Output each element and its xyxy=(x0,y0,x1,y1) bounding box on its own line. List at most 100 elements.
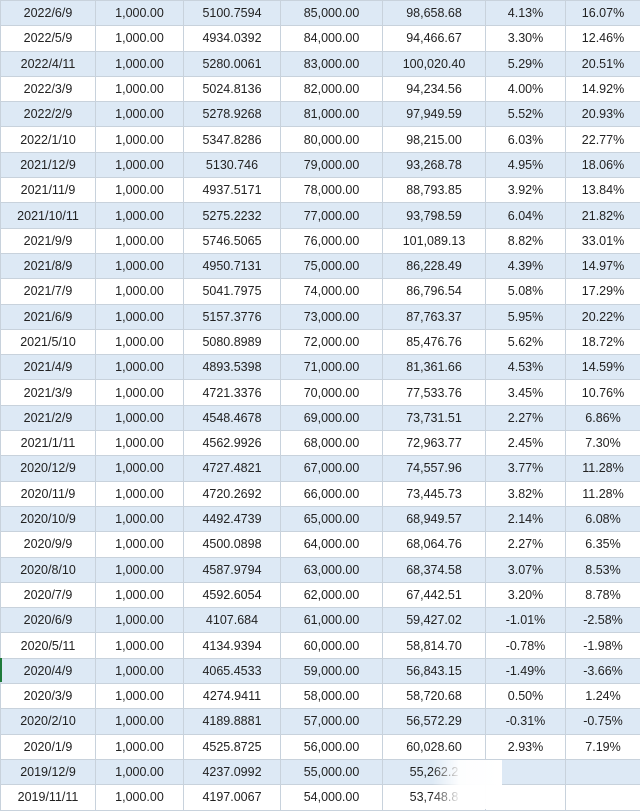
nav-cell[interactable]: 4727.4821 xyxy=(184,456,281,481)
market-value-cell[interactable]: 73,445.73 xyxy=(383,481,486,506)
return-rate-cell[interactable]: 5.95% xyxy=(486,304,566,329)
date-cell[interactable]: 2020/9/9 xyxy=(1,532,96,557)
amount-cell[interactable]: 1,000.00 xyxy=(96,329,184,354)
total-invested-cell[interactable]: 84,000.00 xyxy=(281,26,383,51)
cumulative-return-cell[interactable]: 11.28% xyxy=(566,481,640,506)
total-invested-cell[interactable]: 76,000.00 xyxy=(281,228,383,253)
cumulative-return-cell[interactable]: 8.78% xyxy=(566,582,640,607)
cumulative-return-cell[interactable]: -3.66% xyxy=(566,658,640,683)
cumulative-return-cell[interactable]: 20.93% xyxy=(566,102,640,127)
nav-cell[interactable]: 4720.2692 xyxy=(184,481,281,506)
date-cell[interactable]: 2020/6/9 xyxy=(1,608,96,633)
date-cell[interactable]: 2020/3/9 xyxy=(1,684,96,709)
date-cell[interactable]: 2021/4/9 xyxy=(1,355,96,380)
total-invested-cell[interactable]: 75,000.00 xyxy=(281,253,383,278)
amount-cell[interactable]: 1,000.00 xyxy=(96,203,184,228)
total-invested-cell[interactable]: 68,000.00 xyxy=(281,431,383,456)
total-invested-cell[interactable]: 54,000.00 xyxy=(281,785,383,810)
total-invested-cell[interactable]: 57,000.00 xyxy=(281,709,383,734)
cumulative-return-cell[interactable]: 21.82% xyxy=(566,203,640,228)
date-cell[interactable]: 2021/12/9 xyxy=(1,152,96,177)
total-invested-cell[interactable]: 72,000.00 xyxy=(281,329,383,354)
return-rate-cell[interactable] xyxy=(486,759,566,784)
return-rate-cell[interactable] xyxy=(486,785,566,810)
amount-cell[interactable]: 1,000.00 xyxy=(96,380,184,405)
cumulative-return-cell[interactable]: 33.01% xyxy=(566,228,640,253)
total-invested-cell[interactable]: 78,000.00 xyxy=(281,178,383,203)
return-rate-cell[interactable]: 4.53% xyxy=(486,355,566,380)
cumulative-return-cell[interactable]: 22.77% xyxy=(566,127,640,152)
total-invested-cell[interactable]: 73,000.00 xyxy=(281,304,383,329)
total-invested-cell[interactable]: 56,000.00 xyxy=(281,734,383,759)
nav-cell[interactable]: 4562.9926 xyxy=(184,431,281,456)
return-rate-cell[interactable]: 0.50% xyxy=(486,684,566,709)
market-value-cell[interactable]: 68,374.58 xyxy=(383,557,486,582)
amount-cell[interactable]: 1,000.00 xyxy=(96,51,184,76)
amount-cell[interactable]: 1,000.00 xyxy=(96,152,184,177)
total-invested-cell[interactable]: 62,000.00 xyxy=(281,582,383,607)
date-cell[interactable]: 2021/8/9 xyxy=(1,253,96,278)
market-value-cell[interactable]: 73,731.51 xyxy=(383,405,486,430)
total-invested-cell[interactable]: 58,000.00 xyxy=(281,684,383,709)
date-cell[interactable]: 2022/5/9 xyxy=(1,26,96,51)
nav-cell[interactable]: 4065.4533 xyxy=(184,658,281,683)
nav-cell[interactable]: 4592.6054 xyxy=(184,582,281,607)
market-value-cell[interactable]: 81,361.66 xyxy=(383,355,486,380)
total-invested-cell[interactable]: 77,000.00 xyxy=(281,203,383,228)
total-invested-cell[interactable]: 81,000.00 xyxy=(281,102,383,127)
return-rate-cell[interactable]: 4.95% xyxy=(486,152,566,177)
total-invested-cell[interactable]: 61,000.00 xyxy=(281,608,383,633)
nav-cell[interactable]: 4934.0392 xyxy=(184,26,281,51)
total-invested-cell[interactable]: 71,000.00 xyxy=(281,355,383,380)
market-value-cell[interactable]: 93,268.78 xyxy=(383,152,486,177)
total-invested-cell[interactable]: 63,000.00 xyxy=(281,557,383,582)
total-invested-cell[interactable]: 65,000.00 xyxy=(281,506,383,531)
nav-cell[interactable]: 5275.2232 xyxy=(184,203,281,228)
amount-cell[interactable]: 1,000.00 xyxy=(96,304,184,329)
return-rate-cell[interactable]: 4.39% xyxy=(486,253,566,278)
cumulative-return-cell[interactable]: -2.58% xyxy=(566,608,640,633)
total-invested-cell[interactable]: 83,000.00 xyxy=(281,51,383,76)
return-rate-cell[interactable]: 2.27% xyxy=(486,405,566,430)
date-cell[interactable]: 2022/4/11 xyxy=(1,51,96,76)
total-invested-cell[interactable]: 67,000.00 xyxy=(281,456,383,481)
return-rate-cell[interactable]: 3.82% xyxy=(486,481,566,506)
return-rate-cell[interactable]: 6.03% xyxy=(486,127,566,152)
nav-cell[interactable]: 5024.8136 xyxy=(184,76,281,101)
market-value-cell[interactable]: 94,234.56 xyxy=(383,76,486,101)
amount-cell[interactable]: 1,000.00 xyxy=(96,431,184,456)
cumulative-return-cell[interactable]: 14.97% xyxy=(566,253,640,278)
nav-cell[interactable]: 4587.9794 xyxy=(184,557,281,582)
date-cell[interactable]: 2020/4/9 xyxy=(1,658,96,683)
nav-cell[interactable]: 4893.5398 xyxy=(184,355,281,380)
return-rate-cell[interactable]: 2.93% xyxy=(486,734,566,759)
cumulative-return-cell[interactable]: 6.86% xyxy=(566,405,640,430)
nav-cell[interactable]: 4548.4678 xyxy=(184,405,281,430)
amount-cell[interactable]: 1,000.00 xyxy=(96,759,184,784)
cumulative-return-cell[interactable]: 18.06% xyxy=(566,152,640,177)
total-invested-cell[interactable]: 59,000.00 xyxy=(281,658,383,683)
return-rate-cell[interactable]: 2.14% xyxy=(486,506,566,531)
nav-cell[interactable]: 5746.5065 xyxy=(184,228,281,253)
date-cell[interactable]: 2021/2/9 xyxy=(1,405,96,430)
nav-cell[interactable]: 4107.684 xyxy=(184,608,281,633)
date-cell[interactable]: 2022/3/9 xyxy=(1,76,96,101)
cumulative-return-cell[interactable]: 10.76% xyxy=(566,380,640,405)
